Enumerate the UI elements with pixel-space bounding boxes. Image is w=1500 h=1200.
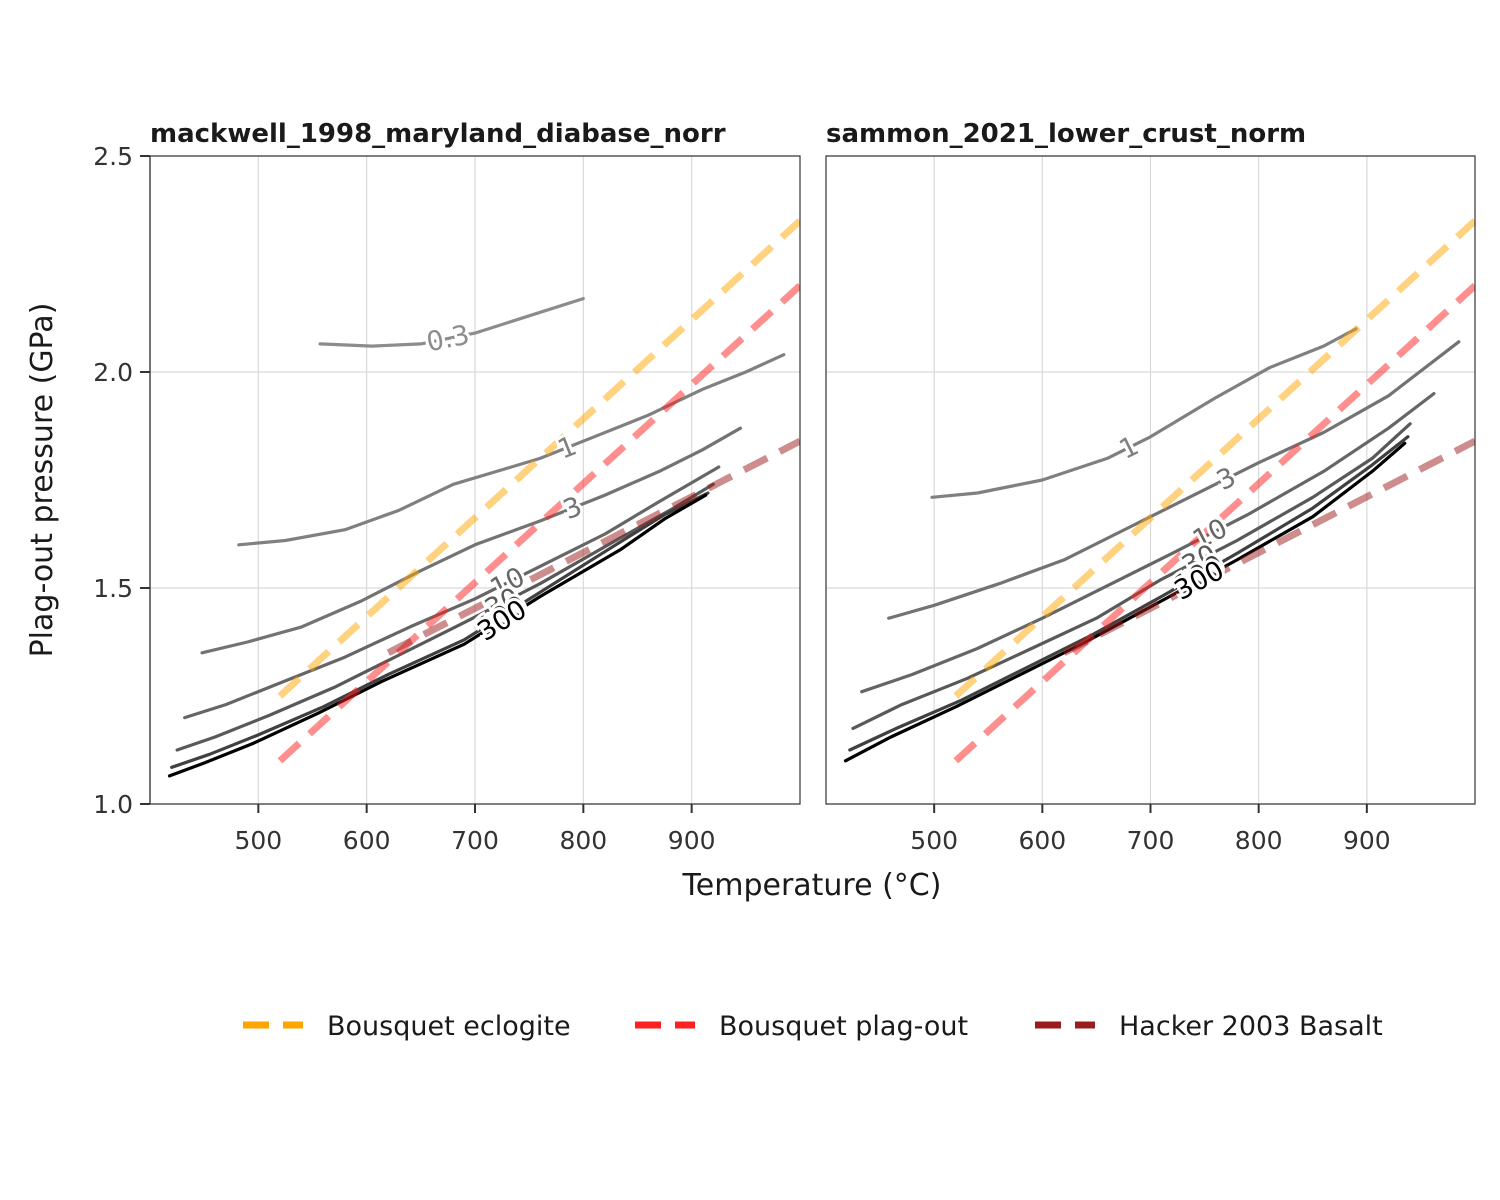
panel-title-left: mackwell_1998_maryland_diabase_norr — [150, 119, 726, 149]
contour-label: 0.3 — [424, 320, 472, 359]
contour-line — [851, 422, 1412, 731]
panel-mackwell: mackwell_1998_maryland_diabase_norr 0.31… — [149, 119, 801, 805]
y-axis-title: Plag-out pressure (GPa) — [25, 303, 60, 658]
legend-label: Hacker 2003 Basalt — [1119, 1011, 1383, 1042]
panel-sammon: sammon_2021_lower_crust_norm 13103010030… — [825, 119, 1476, 805]
contour-line — [930, 327, 1358, 499]
contour-line — [843, 441, 1407, 763]
contour-line — [200, 426, 743, 655]
contour-line — [860, 392, 1436, 694]
x-tick-label: 700 — [1127, 826, 1175, 855]
y-axis: 1.0 1.5 2.0 2.5 — [93, 142, 151, 819]
x-tick-label: 600 — [343, 826, 391, 855]
x-tick-label: 800 — [559, 826, 607, 855]
legend-label: Bousquet plag-out — [719, 1011, 968, 1042]
contour-line — [318, 297, 585, 348]
contour-line — [167, 493, 708, 778]
y-tick-label: 1.0 — [93, 790, 133, 819]
x-tick-label: 900 — [668, 826, 716, 855]
reference-line — [386, 438, 800, 656]
x-axis-right: 500 600 700 800 900 — [910, 804, 1391, 855]
x-tick-label: 500 — [234, 826, 282, 855]
panel-title-right: sammon_2021_lower_crust_norm — [826, 119, 1306, 149]
legend-label: Bousquet eclogite — [327, 1011, 571, 1042]
x-tick-label: 700 — [451, 826, 499, 855]
contour-line — [170, 491, 710, 769]
y-tick-label: 1.5 — [93, 574, 133, 603]
x-tick-label: 600 — [1018, 826, 1066, 855]
legend: Bousquet eclogite Bousquet plag-out Hacker… — [243, 1011, 1383, 1042]
contour-line — [848, 435, 1410, 752]
reference-line — [1062, 438, 1475, 656]
x-axis-title: Temperature (°C) — [682, 868, 942, 903]
y-tick-label: 2.5 — [93, 142, 133, 171]
x-tick-label: 800 — [1235, 826, 1283, 855]
x-tick-label: 500 — [910, 826, 958, 855]
x-tick-label: 900 — [1343, 826, 1391, 855]
x-axis-left: 500 600 700 800 900 — [234, 804, 716, 855]
y-tick-label: 2.0 — [93, 358, 133, 387]
contour-line — [887, 340, 1461, 620]
contour-line — [237, 353, 786, 547]
